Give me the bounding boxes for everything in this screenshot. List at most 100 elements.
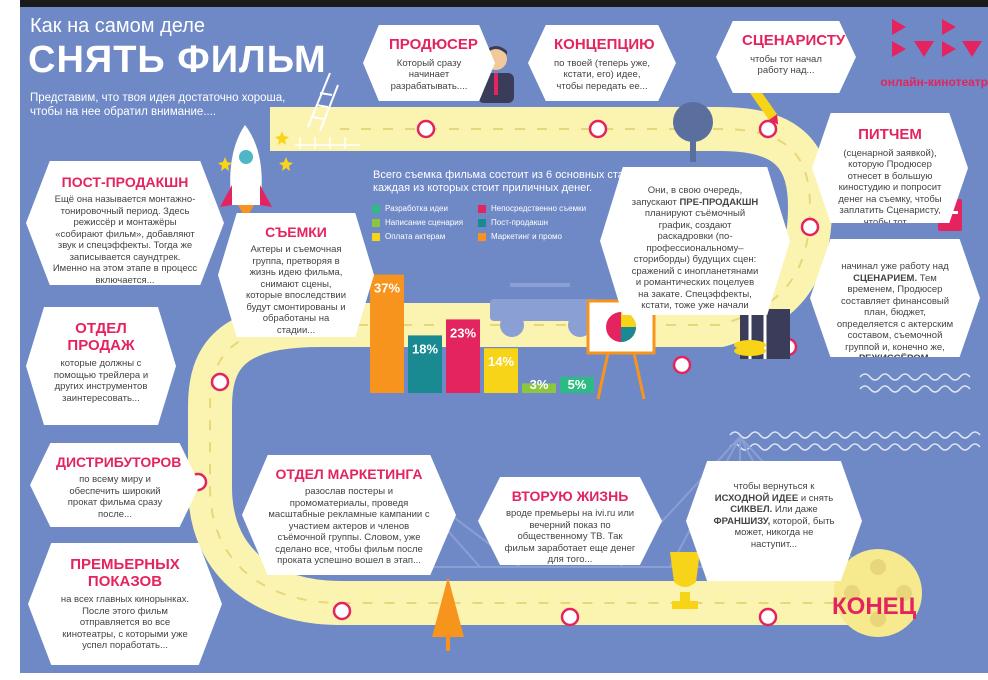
legend-item-post: Пост-продакшн: [478, 218, 548, 227]
stage-title: СЪЕМКИ: [265, 224, 327, 240]
legend-item-marketing: Маркетинг и промо: [478, 232, 562, 241]
stage-title: ОТДЕЛ МАРКЕТИНГА: [275, 466, 423, 482]
intro-text: Представим, что твоя идея достаточно хор…: [30, 92, 286, 118]
legend-swatch: [372, 218, 380, 227]
stage-body: начинал уже работу над СЦЕНАРИЕМ. Тем вр…: [836, 261, 954, 364]
stage-body: которые должны с помощью трейлера и друг…: [53, 358, 149, 404]
stage-second-life: ВТОРУЮ ЖИЗНЬ вроде премьеры на ivi.ru ил…: [478, 477, 662, 565]
bar-chart: 37% 18% 23% 14% 3% 5%: [370, 274, 594, 393]
stage-filming: СЪЕМКИ Актеры и съемочная группа, претво…: [218, 213, 374, 337]
stage-idea: чтобы вернуться к ИСХОДНОЙ ИДЕЕ и снять …: [686, 461, 862, 581]
idea-em1: ИСХОДНОЙ ИДЕЕ: [714, 492, 799, 504]
stage-title: ПИТЧЕМ: [858, 126, 922, 143]
stage-body: по всему миру и обеспечить широкий прока…: [67, 474, 163, 520]
bar-4: [484, 348, 518, 393]
stage-body: Который сразу начинает разрабатывать....: [390, 57, 468, 92]
bar-1: [370, 274, 404, 393]
bar-label-1: 37%: [374, 281, 400, 296]
preprod-body: планируют съёмочный график, создают раск…: [631, 208, 759, 323]
stage-body: вроде премьеры на ivi.ru или вечерний по…: [504, 508, 636, 566]
ivi-logo-icon: [892, 19, 982, 57]
stage-preproduction: Они, в свою очередь, запускают ПРЕ-ПРОДА…: [600, 167, 790, 315]
legend-swatch: [478, 204, 486, 213]
waves-decoration: [729, 373, 981, 451]
presentation-board-icon: [586, 299, 656, 400]
stage-title: ВТОРУЮ ЖИЗНЬ: [511, 488, 629, 504]
stage-marketing: ОТДЕЛ МАРКЕТИНГА разослав постеры и пром…: [242, 455, 456, 575]
stage-pitch: ПИТЧЕМ (сценарной заявкой), которую Прод…: [812, 113, 968, 223]
legend-label: Маркетинг и промо: [491, 232, 562, 241]
infographic-poster: 37% 18% 23% 14% 3% 5% Как на самом деле СНЯТЬ…: [20, 7, 988, 673]
bar-2: [408, 335, 442, 393]
bar-label-6: 5%: [568, 377, 587, 392]
bar-label-2: 18%: [412, 341, 438, 356]
trophy-icon: [670, 552, 700, 609]
preprod-em: ПРЕ-ПРОДАКШН: [679, 196, 759, 208]
stage-postproduction: ПОСТ-ПРОДАКШН Ещё она называется монтажн…: [26, 161, 224, 285]
legend-label: Разработка идеи: [385, 204, 448, 213]
idea-mid2: Или даже: [774, 504, 818, 515]
tree-icon: [673, 102, 713, 162]
idea-post: которой, быть может, никогда не наступит…: [734, 515, 835, 550]
bar-5: [522, 383, 556, 393]
bar-6: [560, 377, 594, 393]
legend-label: Непосредственно съемки: [491, 204, 587, 213]
stage-concept: КОНЦЕПЦИЮ по твоей (теперь уже, кстати, …: [528, 25, 676, 101]
chart-title: Всего съемка фильма состоит из 6 основны…: [373, 169, 646, 194]
legend-label: Написание сценария: [385, 218, 464, 227]
film-reel-icon: [834, 549, 922, 637]
left-margin: [0, 0, 20, 680]
stage-body: чтобы вернуться к ИСХОДНОЙ ИДЕЕ и снять …: [712, 481, 836, 550]
stage-title: ПОСТ-ПРОДАКШН: [61, 174, 189, 190]
preprod-pre: Они, в свою очередь, запускают: [631, 185, 743, 208]
stage-title: ДИСТРИБУТОРОВ: [56, 454, 182, 470]
legend-label: Оплата актерам: [385, 232, 446, 241]
stage-body: на всех главных кинорынках. После этого …: [60, 594, 190, 651]
legend-label: Пост-продакшн: [491, 218, 549, 227]
bar-3: [446, 319, 480, 393]
stage-body: Они, в свою очередь, запускают ПРЕ-ПРОДА…: [630, 185, 760, 323]
title-small: Как на самом деле: [30, 15, 206, 37]
stage-premieres: ПРЕМЬЕРНЫХ ПОКАЗОВ на всех главных кинор…: [28, 543, 222, 665]
stage-distributors: ДИСТРИБУТОРОВ по всему миру и обеспечить…: [30, 443, 200, 527]
legend-item-idea: Разработка идеи: [372, 204, 448, 213]
stage-title: ОТДЕЛ ПРОДАЖ: [67, 320, 135, 354]
bottom-strip: [0, 673, 988, 680]
stage-body: Ещё она называется монтажно-тонировочный…: [52, 194, 198, 286]
stage-title: СЦЕНАРИСТУ: [742, 32, 846, 49]
bar-label-5: 3%: [530, 377, 549, 392]
stage-body: (сценарной заявкой), которую Продюсер от…: [838, 147, 942, 228]
scenario-body: Тем временем, Продюсер составляет финанс…: [836, 272, 954, 353]
stage-producer: ПРОДЮСЕР Который сразу начинает разрабат…: [363, 25, 495, 101]
stage-scenario: начинал уже работу над СЦЕНАРИЕМ. Тем вр…: [810, 239, 980, 357]
pencil-icon: [748, 84, 779, 125]
legend-item-actors: Оплата актерам: [372, 232, 445, 241]
idea-em2: СИКВЕЛ.: [730, 504, 773, 515]
idea-mid1: и снять: [800, 492, 834, 504]
bar-label-3: 23%: [450, 325, 476, 340]
stage-end-title: КОНЕЦ: [832, 593, 917, 620]
top-strip: [0, 0, 988, 7]
stage-screenwriter: СЦЕНАРИСТУ чтобы тот начал работу над...: [716, 21, 856, 93]
stage-body: Актеры и съемочная группа, претворяя в ж…: [245, 244, 347, 336]
scenario-em1: СЦЕНАРИЕМ.: [853, 272, 918, 284]
bar-label-4: 14%: [488, 354, 514, 369]
legend-swatch: [478, 218, 486, 227]
legend-swatch: [478, 232, 486, 241]
scenario-em2: РЕЖИССЁРОМ.: [858, 353, 932, 364]
stage-title: КОНЦЕПЦИЮ: [554, 36, 655, 53]
rocket-icon: [220, 125, 272, 219]
scenario-pre: начинал уже работу над: [841, 261, 949, 272]
stage-title: ПРОДЮСЕР: [389, 36, 478, 53]
star-icons: [218, 131, 293, 171]
stage-sales: ОТДЕЛ ПРОДАЖ которые должны с помощью тр…: [26, 307, 176, 425]
idea-em3: ФРАНШИЗУ,: [713, 515, 771, 527]
legend-swatch: [372, 204, 380, 213]
title-big: СНЯТЬ ФИЛЬМ: [28, 39, 327, 81]
legend-item-filming: Непосредственно съемки: [478, 204, 586, 213]
fence-icon: [295, 137, 360, 149]
legend-item-script: Написание сценария: [372, 218, 463, 227]
coins-icon: [734, 340, 766, 356]
stage-body: чтобы тот начал работу над...: [750, 53, 822, 77]
stage-body: разослав постеры и промоматериалы, прове…: [268, 486, 430, 567]
